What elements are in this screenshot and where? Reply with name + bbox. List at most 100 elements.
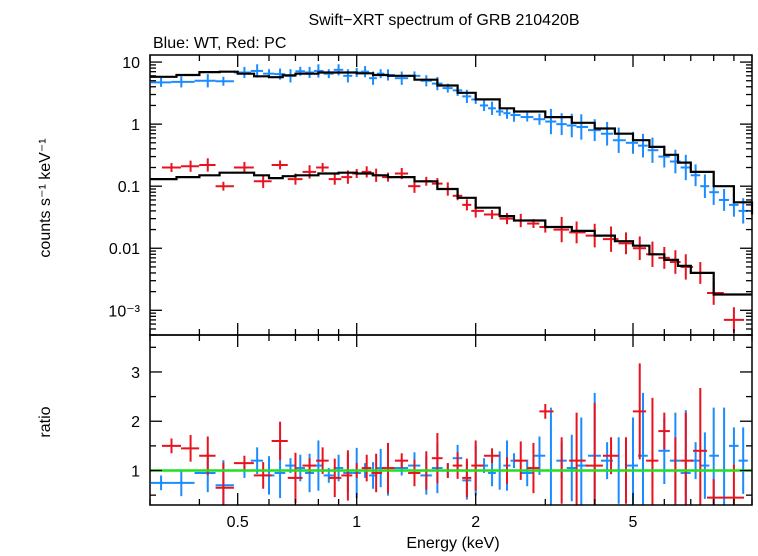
pc-ratio-point [382, 442, 395, 494]
wt-model-curve [150, 70, 754, 215]
wt-ratio-point [566, 434, 577, 502]
pc-ratio-point [513, 441, 528, 480]
wt-ratio-point [520, 459, 534, 487]
chart-title: Swift−XRT spectrum of GRB 210420B [308, 12, 579, 29]
wt-spectrum-point [638, 133, 648, 158]
wt-spectrum-point [215, 76, 234, 86]
wt-spectrum-point [533, 113, 546, 125]
pc-spectrum-point [569, 221, 586, 244]
spectrum-panel-data [150, 64, 754, 333]
wt-ratio-point [625, 417, 639, 505]
pc-spectrum-point [618, 232, 633, 255]
x-axis-label: Energy (keV) [406, 535, 499, 552]
wt-spectrum-point [718, 189, 730, 211]
y-tick-label-ratio: 2 [131, 414, 140, 431]
wt-spectrum-point [612, 127, 626, 153]
pc-spectrum-point [316, 163, 329, 172]
pc-ratio-point [527, 442, 540, 494]
pc-model-curve [150, 171, 752, 296]
y-tick-label-ratio: 3 [131, 365, 140, 382]
y-tick-label-spectrum: 10 [122, 55, 140, 72]
pc-ratio-point [646, 397, 659, 505]
pc-ratio-point [408, 459, 421, 487]
wt-ratio-point [488, 459, 496, 487]
pc-spectrum-point [483, 210, 500, 219]
wt-spectrum-point [360, 66, 370, 78]
wt-spectrum-point [488, 101, 496, 115]
pc-ratio-point [483, 448, 500, 464]
wt-spectrum-point [323, 69, 334, 79]
axes-layer: 0.5 1 2 5 10 1 0.1 0.01 10⁻³ 1 2 3 [108, 54, 753, 531]
pc-ratio-point [471, 440, 484, 491]
pc-spectrum-point [199, 158, 216, 172]
wt-spectrum-point [600, 121, 613, 146]
ratio-panel-data [150, 363, 752, 505]
wt-spectrum-point [394, 71, 409, 85]
y-tick-label-ratio: 1 [131, 464, 140, 481]
wt-spectrum-point [479, 99, 489, 112]
pc-ratio-point [452, 452, 463, 479]
pc-spectrum-point [161, 163, 182, 172]
ratio-panel-frame [149, 334, 753, 506]
pc-ratio-point [632, 363, 647, 460]
pc-ratio-point [680, 412, 694, 505]
pc-ratio-point [161, 438, 182, 454]
wt-ratio-point [150, 475, 172, 491]
pc-ratio-point [328, 458, 342, 498]
wt-spectrum-point [680, 154, 691, 181]
pc-spectrum-point [271, 160, 288, 170]
pc-ratio-point [361, 454, 372, 482]
pc-ratio-point [371, 453, 383, 493]
y-tick-label-spectrum: 1 [131, 117, 140, 134]
pc-ratio-point [287, 452, 303, 504]
wt-ratio-point [171, 469, 195, 497]
pc-ratio-point [271, 421, 288, 461]
pc-spectrum-point [181, 160, 200, 172]
pc-spectrum-point [462, 199, 472, 211]
x-tick-label: 2 [471, 514, 480, 531]
pc-spectrum-point [233, 161, 254, 174]
pc-spectrum-point [553, 216, 570, 243]
pc-ratio-point [181, 435, 200, 462]
pc-spectrum-point [632, 236, 647, 261]
pc-ratio-point [693, 387, 707, 505]
y-tick-label-spectrum: 0.01 [109, 241, 140, 258]
pc-spectrum-point [215, 181, 234, 191]
x-tick-label: 0.5 [227, 514, 249, 531]
chart-subtitle: Blue: WT, Red: PC [153, 35, 286, 52]
wt-ratio-point [729, 427, 739, 465]
pc-ratio-point [394, 453, 409, 469]
pc-ratio-point [199, 436, 216, 475]
y-tick-label-spectrum: 0.1 [118, 179, 140, 196]
wt-spectrum-point [647, 137, 659, 163]
wt-spectrum-point [194, 74, 216, 88]
pc-spectrum-point [361, 166, 372, 178]
wt-spectrum-point [520, 112, 534, 122]
x-tick-label: 1 [352, 514, 361, 531]
wt-ratio-point [700, 432, 710, 499]
x-tick-label: 5 [629, 514, 638, 531]
pc-spectrum-point [253, 174, 272, 188]
wt-spectrum-point [690, 164, 701, 187]
wt-spectrum-point [700, 174, 710, 198]
pc-ratio-point [585, 402, 603, 505]
y-axis-label-spectrum: counts s⁻¹ keV⁻¹ [37, 138, 54, 257]
wt-spectrum-point [171, 76, 195, 88]
y-axis-label-ratio: ratio [37, 406, 54, 437]
pc-spectrum-point [499, 213, 514, 225]
wt-spectrum-point [503, 107, 511, 119]
pc-ratio-point [602, 437, 619, 475]
pc-ratio-point [341, 450, 353, 501]
wt-spectrum-point [576, 114, 589, 140]
pc-ratio-point [539, 403, 554, 419]
wt-spectrum-point [376, 69, 385, 79]
wt-spectrum-point [313, 64, 324, 78]
y-tick-label-spectrum: 10⁻³ [108, 303, 140, 320]
pc-spectrum-point [723, 307, 745, 333]
wt-spectrum-point [545, 108, 557, 135]
pc-ratio-point [462, 458, 472, 498]
pc-ratio-point [569, 412, 586, 505]
